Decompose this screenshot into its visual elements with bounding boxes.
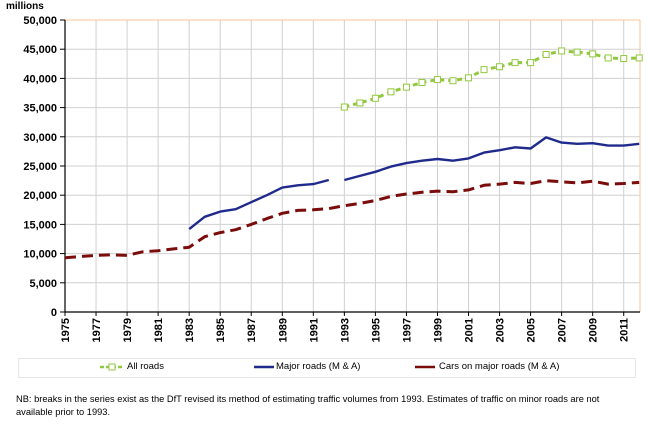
data-point-marker (542, 50, 550, 58)
data-point-marker (511, 59, 519, 67)
cars-legend-line-icon (415, 365, 435, 368)
x-tick-label: 1995 (370, 318, 382, 342)
x-tick-label: 1991 (308, 318, 320, 342)
series-line-major-roads-m-a (188, 178, 330, 231)
data-point-marker (449, 77, 457, 85)
y-axis-unit-label: millions (6, 1, 44, 12)
y-tick-label: 0 (51, 307, 57, 319)
x-axis: 1975 1977 1979 1981 1983 1985 1987 1989 1991 1993… (60, 312, 631, 342)
data-point-marker (465, 74, 473, 82)
x-tick-label: 1987 (246, 318, 258, 342)
series-line-all-roads (344, 49, 640, 109)
legend-label: Major roads (M & A) (276, 361, 361, 372)
x-tick-label: 1993 (339, 318, 351, 342)
data-point-marker (635, 54, 643, 62)
y-tick-label: 5,000 (29, 278, 57, 290)
footnote: NB: breaks in the series exist as the Df… (16, 394, 600, 417)
gridlines (65, 20, 640, 312)
x-tick-label: 1985 (215, 318, 227, 342)
data-point-marker (604, 54, 612, 62)
legend-label: Cars on major roads (M & A) (439, 361, 560, 372)
x-tick-label: 2009 (588, 318, 600, 342)
all-roads-legend-marker-icon (100, 363, 124, 370)
y-tick-label: 40,000 (23, 73, 57, 85)
data-point-marker (527, 59, 535, 67)
legend-item-cars-major-roads: Cars on major roads (M & A) (415, 361, 559, 372)
y-tick-label: 20,000 (23, 190, 57, 202)
data-point-marker (496, 63, 504, 71)
data-point-marker (558, 47, 566, 55)
data-point-marker (387, 88, 395, 96)
data-point-marker (402, 83, 410, 91)
y-tick-label: 45,000 (23, 44, 57, 56)
data-point-marker (356, 99, 364, 107)
x-tick-label: 1999 (432, 318, 444, 342)
y-tick-label: 35,000 (23, 103, 57, 115)
x-tick-label: 1979 (122, 318, 134, 342)
x-tick-label: 2005 (526, 318, 538, 342)
data-point-marker (573, 48, 581, 56)
y-axis: 0 5,000 10,000 15,000 20,000 25,000 30,000 35,0… (23, 15, 65, 319)
x-tick-label: 1977 (91, 318, 103, 342)
x-tick-label: 1989 (277, 318, 289, 342)
y-tick-label: 10,000 (23, 249, 57, 261)
data-point-marker (620, 55, 628, 63)
major-roads-legend-line-icon (254, 365, 274, 368)
x-tick-label: 1975 (60, 318, 72, 342)
data-point-marker (371, 94, 379, 102)
y-tick-label: 50,000 (23, 15, 57, 27)
series-line-cars-on-major-roads-m-a (64, 179, 640, 260)
data-point-marker (589, 50, 597, 58)
x-tick-label: 2001 (464, 318, 476, 342)
line-chart: millions 0 5,000 10,000 15,000 20,000 25,000 3… (6, 1, 643, 342)
x-tick-label: 1981 (153, 318, 165, 342)
legend: All roads Major roads (M & A) Cars on ma… (18, 358, 636, 378)
x-tick-label: 2003 (495, 318, 507, 342)
data-point-marker (418, 78, 426, 86)
data-point-marker (340, 103, 348, 111)
legend-label: All roads (127, 361, 164, 372)
legend-item-major-roads: Major roads (M & A) (254, 361, 360, 372)
x-tick-label: 2011 (619, 318, 631, 342)
legend-item-all-roads: All roads (99, 361, 164, 372)
series-line-major-roads-m-a (344, 136, 640, 182)
x-tick-label: 1997 (401, 318, 413, 342)
y-tick-label: 25,000 (23, 161, 57, 173)
x-tick-label: 2007 (557, 318, 569, 342)
data-point-marker (433, 76, 441, 84)
series-group (64, 47, 643, 260)
data-point-marker (480, 66, 488, 74)
x-tick-label: 1983 (184, 318, 196, 342)
y-tick-label: 30,000 (23, 132, 57, 144)
y-tick-label: 15,000 (23, 219, 57, 231)
